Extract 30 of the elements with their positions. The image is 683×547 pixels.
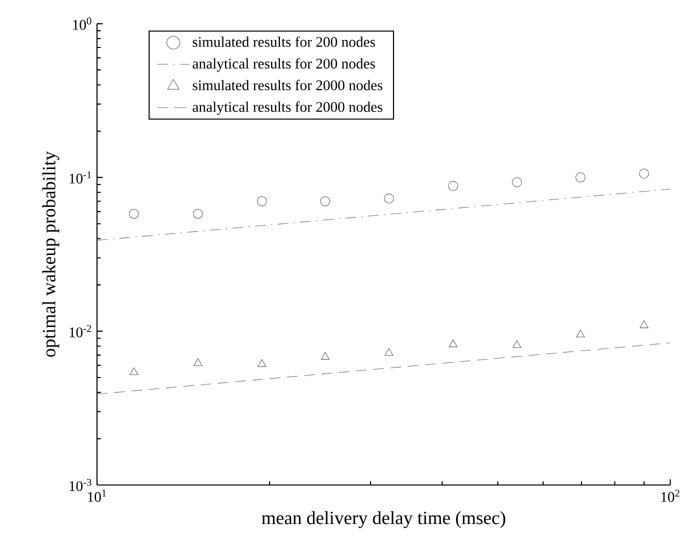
- legend-label: analytical results for 2000 nodes: [192, 101, 382, 115]
- y-tick-label: 10$^{-1}$: [70, 171, 92, 184]
- legend-label: simulated results for 200 nodes: [192, 36, 375, 47]
- point: [512, 340, 522, 348]
- point: [448, 340, 458, 348]
- point: [130, 367, 138, 375]
- point: [576, 172, 586, 182]
- y-axis-title: optimal wakeup probability: [42, 151, 60, 357]
- x-axis-title: mean delivery delay time (msec): [262, 511, 506, 528]
- point: [193, 208, 203, 219]
- point: [258, 359, 266, 367]
- legend-label: analytical results for 200 nodes: [192, 58, 375, 72]
- point: [448, 181, 458, 191]
- point: [512, 177, 522, 188]
- y-tick-label: 10$^{-2}$: [70, 325, 92, 338]
- point: [576, 330, 585, 338]
- y-tick-label: 10$^{-3}$: [70, 478, 92, 492]
- legend-label: simulated results for 2000 nodes: [192, 80, 382, 90]
- x-tick-label: 10$^{1}$: [88, 490, 106, 502]
- point: [640, 320, 648, 328]
- point: [320, 196, 330, 206]
- point: [194, 358, 202, 366]
- point: [384, 194, 394, 204]
- x-tick-label: 10$^{2}$: [661, 490, 680, 502]
- point: [320, 352, 330, 360]
- point: [384, 348, 394, 356]
- point: [257, 196, 267, 206]
- point: [129, 208, 139, 219]
- point: [639, 168, 650, 178]
- y-tick-label: 10$^{0}$: [73, 18, 92, 30]
